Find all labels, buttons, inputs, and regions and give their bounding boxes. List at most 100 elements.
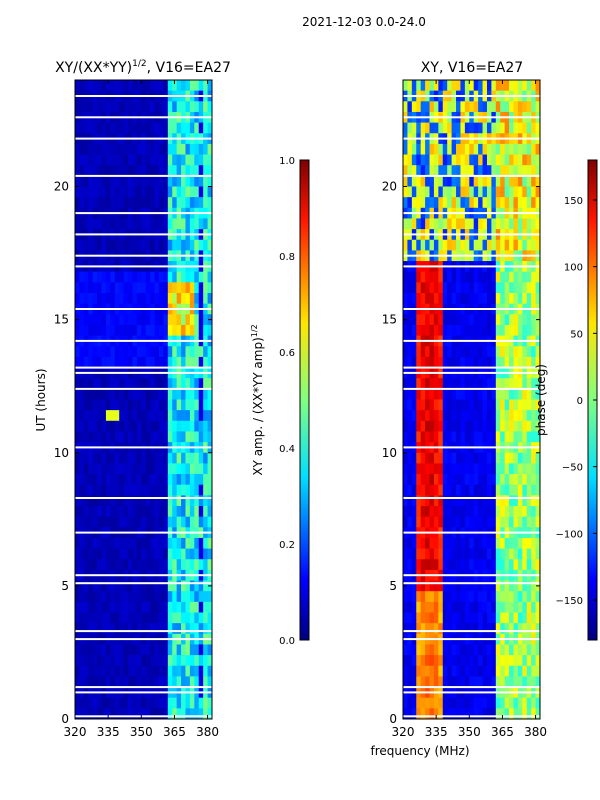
amp-heatmap-cell	[203, 431, 208, 443]
amp-heatmap-cell	[176, 431, 182, 443]
amp-heatmap-cell	[97, 537, 102, 549]
phase-heatmap-cell	[442, 420, 448, 432]
phase-heatmap-cell	[469, 218, 475, 230]
amp-heatmap-cell	[110, 548, 116, 560]
colorbar-tick-label: −50	[562, 463, 583, 474]
phase-heatmap-cell	[429, 548, 435, 560]
phase-heatmap-cell	[433, 676, 439, 688]
phase-heatmap-cell	[433, 293, 439, 305]
phase-heatmap-cell	[460, 378, 466, 390]
amp-heatmap-cell	[75, 548, 80, 560]
phase-heatmap-cell	[464, 410, 470, 422]
phase-heatmap-cell	[526, 346, 532, 358]
amp-heatmap-cell	[101, 612, 107, 624]
phase-heatmap-cell	[403, 474, 408, 486]
amp-heatmap-cell	[198, 506, 204, 518]
phase-heatmap-cell	[403, 665, 408, 677]
amp-heatmap-cell	[154, 197, 160, 209]
phase-heatmap-cell	[464, 601, 470, 613]
phase-heatmap-cell	[517, 143, 523, 155]
amp-heatmap-cell	[88, 591, 94, 603]
amp-heatmap-cell	[189, 431, 195, 443]
amp-heatmap-cell	[154, 186, 160, 198]
phase-heatmap-cell	[478, 101, 483, 113]
amp-heatmap-cell	[194, 218, 200, 230]
amp-heatmap-cell	[101, 697, 107, 709]
amp-heatmap-cell	[97, 175, 102, 187]
amp-heatmap-cell	[83, 548, 89, 560]
phase-heatmap-cell	[473, 175, 479, 187]
amp-heatmap-cell	[203, 356, 208, 368]
amp-axes-frame	[74, 79, 213, 720]
amp-heatmap-cell	[189, 452, 195, 464]
phase-heatmap-cell	[478, 346, 483, 358]
amp-heatmap-cell	[203, 186, 208, 198]
phase-heatmap-cell	[403, 601, 408, 613]
phase-heatmap-cell	[460, 580, 466, 592]
phase-heatmap-cell	[425, 537, 430, 549]
phase-heatmap-cell	[473, 356, 479, 368]
phase-heatmap-cell	[482, 463, 488, 475]
phase-heatmap-cell	[464, 506, 470, 518]
phase-heatmap-cell	[403, 175, 408, 187]
amp-heatmap-cell	[119, 122, 125, 134]
phase-heatmap-cell	[531, 580, 536, 592]
amp-heatmap-cell	[158, 463, 164, 475]
amp-heatmap-cell	[128, 399, 133, 411]
amp-heatmap-cell	[79, 463, 85, 475]
phase-heatmap-cell	[442, 548, 448, 560]
phase-heatmap-cell	[416, 644, 422, 656]
phase-heatmap-cell	[464, 644, 470, 656]
amp-heatmap-cell	[167, 655, 173, 667]
amp-heatmap-cell	[154, 644, 160, 656]
amp-heatmap-cell	[141, 516, 147, 528]
amp-heatmap-cell	[163, 175, 169, 187]
phase-heatmap-cell	[420, 463, 426, 475]
phase-heatmap-cell	[403, 282, 408, 294]
amp-heatmap-cell	[79, 410, 85, 422]
amp-heatmap-cell	[207, 548, 213, 560]
amp-heatmap-cell	[145, 143, 151, 155]
phase-heatmap-cell	[451, 186, 457, 198]
phase-heatmap-cell	[407, 580, 413, 592]
phase-heatmap-cell	[456, 655, 461, 667]
phase-flagged-row	[403, 339, 540, 342]
amp-heatmap-cell	[105, 165, 111, 177]
phase-heatmap-cell	[416, 101, 422, 113]
phase-heatmap-cell	[464, 431, 470, 443]
phase-heatmap-cell	[509, 218, 514, 230]
phase-heatmap-cell	[429, 431, 435, 443]
phase-heatmap-cell	[526, 644, 532, 656]
amp-heatmap-cell	[154, 463, 160, 475]
amp-heatmap-cell	[88, 644, 94, 656]
amp-heatmap-cell	[198, 165, 204, 177]
amp-heatmap-cell	[203, 559, 208, 571]
amp-heatmap-cell	[141, 143, 147, 155]
amp-heatmap-cell	[207, 175, 213, 187]
amp-heatmap-cell	[88, 708, 94, 720]
amp-heatmap-cell	[176, 175, 182, 187]
phase-heatmap-cell	[486, 175, 492, 187]
phase-heatmap-cell	[526, 143, 532, 155]
amp-heatmap-cell	[167, 665, 173, 677]
phase-heatmap-cell	[438, 431, 444, 443]
amp-heatmap-cell	[123, 218, 129, 230]
phase-heatmap-cell	[482, 655, 488, 667]
phase-heatmap-cell	[509, 484, 514, 496]
phase-heatmap-cell	[509, 378, 514, 390]
phase-heatmap-cell	[442, 346, 448, 358]
phase-heatmap-cell	[460, 143, 466, 155]
phase-heatmap-cell	[473, 548, 479, 560]
amp-heatmap-cell	[123, 410, 129, 422]
phase-heatmap-cell	[478, 282, 483, 294]
phase-heatmap-cell	[473, 484, 479, 496]
phase-heatmap-cell	[456, 314, 461, 326]
phase-heatmap-cell	[451, 591, 457, 603]
phase-heatmap-cell	[482, 399, 488, 411]
phase-heatmap-cell	[491, 665, 497, 677]
amp-heatmap-cell	[194, 399, 200, 411]
amp-heatmap-cell	[123, 324, 129, 336]
amp-heatmap-cell	[97, 612, 102, 624]
phase-heatmap-cell	[469, 122, 475, 134]
phase-heatmap-cell	[491, 314, 497, 326]
